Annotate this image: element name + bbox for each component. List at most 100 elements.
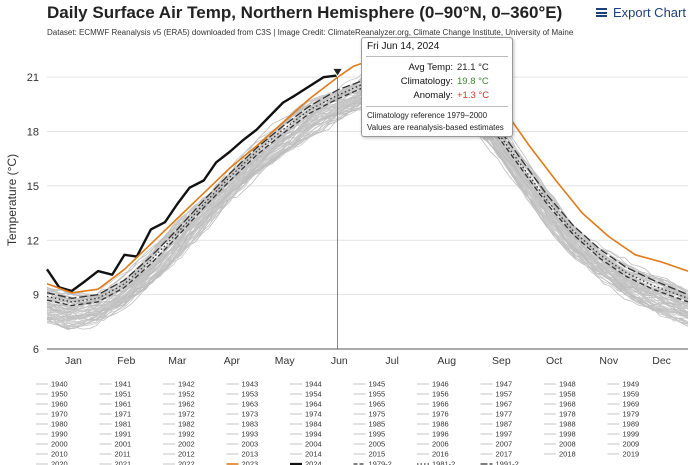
legend[interactable]: 1940 1941 1942 1943 1944 1945 1946 1947 1948 1949…: [36, 380, 639, 465]
legend-item[interactable]: 1949: [607, 380, 640, 389]
legend-item[interactable]: 1966: [417, 400, 449, 409]
legend-item[interactable]: 1981: [99, 420, 132, 429]
legend-item[interactable]: 1997: [480, 430, 513, 439]
legend-item[interactable]: 1954: [290, 390, 322, 399]
legend-item[interactable]: 2019: [607, 450, 640, 459]
legend-item[interactable]: 2010: [36, 450, 68, 459]
legend-item[interactable]: 1974: [290, 410, 322, 419]
legend-item[interactable]: 1960: [36, 400, 68, 409]
legend-item[interactable]: 2003: [226, 440, 259, 449]
legend-item[interactable]: 2023: [226, 460, 259, 465]
legend-item[interactable]: 1970: [36, 410, 68, 419]
legend-item[interactable]: 2021: [99, 460, 132, 465]
legend-item[interactable]: 2005: [353, 440, 386, 449]
legend-item[interactable]: 2022: [163, 460, 195, 465]
legend-item[interactable]: 1996: [417, 430, 449, 439]
chart-title: Daily Surface Air Temp, Northern Hemisph…: [47, 3, 563, 22]
legend-item[interactable]: 1987: [480, 420, 513, 429]
legend-item[interactable]: 2018: [544, 450, 576, 459]
export-chart-button[interactable]: Export Chart: [596, 5, 686, 20]
legend-item[interactable]: 1958: [544, 390, 576, 399]
legend-item[interactable]: 1990: [36, 430, 68, 439]
legend-item[interactable]: 2009: [607, 440, 640, 449]
legend-label: 2007: [496, 440, 513, 449]
legend-item[interactable]: 2013: [226, 450, 259, 459]
legend-label: 1980: [51, 420, 68, 429]
legend-item[interactable]: 1999: [607, 430, 640, 439]
legend-item[interactable]: 1950: [36, 390, 68, 399]
legend-item[interactable]: 1963: [226, 400, 259, 409]
legend-item[interactable]: 1977: [480, 410, 513, 419]
legend-item[interactable]: 2014: [290, 450, 322, 459]
legend-item[interactable]: 1951: [99, 390, 132, 399]
legend-item[interactable]: 1943: [226, 380, 259, 389]
legend-item[interactable]: 1978: [544, 410, 576, 419]
legend-item[interactable]: 1980: [36, 420, 68, 429]
legend-label: 1988: [559, 420, 576, 429]
legend-item[interactable]: 1952: [163, 390, 195, 399]
legend-item[interactable]: 1971: [99, 410, 132, 419]
legend-item[interactable]: 1964: [290, 400, 322, 409]
legend-item[interactable]: 1988: [544, 420, 576, 429]
legend-item[interactable]: 2017: [480, 450, 513, 459]
legend-item[interactable]: 1965: [353, 400, 386, 409]
legend-item[interactable]: 1981-2...: [417, 460, 462, 465]
legend-item[interactable]: 1975: [353, 410, 386, 419]
legend-label: 1985: [369, 420, 386, 429]
legend-label: 1955: [369, 390, 386, 399]
legend-item[interactable]: 1991-2...: [480, 460, 526, 465]
legend-item[interactable]: 2007: [480, 440, 513, 449]
legend-item[interactable]: 2024: [290, 460, 322, 465]
legend-item[interactable]: 1992: [163, 430, 195, 439]
legend-item[interactable]: 1983: [226, 420, 259, 429]
legend-item[interactable]: 1982: [163, 420, 195, 429]
legend-item[interactable]: 1991: [99, 430, 132, 439]
legend-item[interactable]: 1959: [607, 390, 640, 399]
legend-item[interactable]: 1946: [417, 380, 449, 389]
legend-item[interactable]: 1961: [99, 400, 132, 409]
legend-item[interactable]: 1948: [544, 380, 576, 389]
legend-item[interactable]: 1994: [290, 430, 322, 439]
legend-item[interactable]: 1955: [353, 390, 386, 399]
legend-item[interactable]: 1972: [163, 410, 195, 419]
legend-item[interactable]: 1969: [607, 400, 640, 409]
legend-item[interactable]: 2012: [163, 450, 195, 459]
legend-item[interactable]: 1957: [480, 390, 513, 399]
legend-item[interactable]: 1984: [290, 420, 322, 429]
legend-item[interactable]: 2008: [544, 440, 576, 449]
legend-item[interactable]: 1945: [353, 380, 386, 389]
legend-item[interactable]: 1968: [544, 400, 576, 409]
legend-item[interactable]: 1989: [607, 420, 640, 429]
legend-item[interactable]: 1942: [163, 380, 195, 389]
legend-item[interactable]: 1947: [480, 380, 513, 389]
legend-item[interactable]: 2004: [290, 440, 322, 449]
legend-item[interactable]: 1973: [226, 410, 259, 419]
legend-item[interactable]: 1986: [417, 420, 449, 429]
legend-item[interactable]: 1976: [417, 410, 449, 419]
legend-item[interactable]: 1993: [226, 430, 259, 439]
legend-item[interactable]: 2001: [99, 440, 132, 449]
legend-item[interactable]: 1944: [290, 380, 322, 389]
legend-item[interactable]: 2020: [36, 460, 68, 465]
legend-item[interactable]: 2000: [36, 440, 68, 449]
legend-item[interactable]: 1953: [226, 390, 259, 399]
legend-item[interactable]: 1985: [353, 420, 386, 429]
legend-item[interactable]: 1979-2...: [353, 460, 399, 465]
legend-item[interactable]: 1967: [480, 400, 513, 409]
legend-label: 1983: [242, 420, 259, 429]
legend-item[interactable]: 1940: [36, 380, 68, 389]
legend-item[interactable]: 2002: [163, 440, 195, 449]
legend-item[interactable]: 2016: [417, 450, 449, 459]
legend-item[interactable]: 1979: [607, 410, 640, 419]
legend-item[interactable]: 1998: [544, 430, 576, 439]
legend-label: 1996: [432, 430, 449, 439]
legend-item[interactable]: 1941: [99, 380, 132, 389]
y-tick-label: 12: [27, 235, 39, 247]
legend-item[interactable]: 2015: [353, 450, 386, 459]
legend-item[interactable]: 1995: [353, 430, 386, 439]
legend-item[interactable]: 1962: [163, 400, 195, 409]
legend-item[interactable]: 2006: [417, 440, 449, 449]
legend-item[interactable]: 2011: [99, 450, 131, 459]
legend-item[interactable]: 1956: [417, 390, 449, 399]
